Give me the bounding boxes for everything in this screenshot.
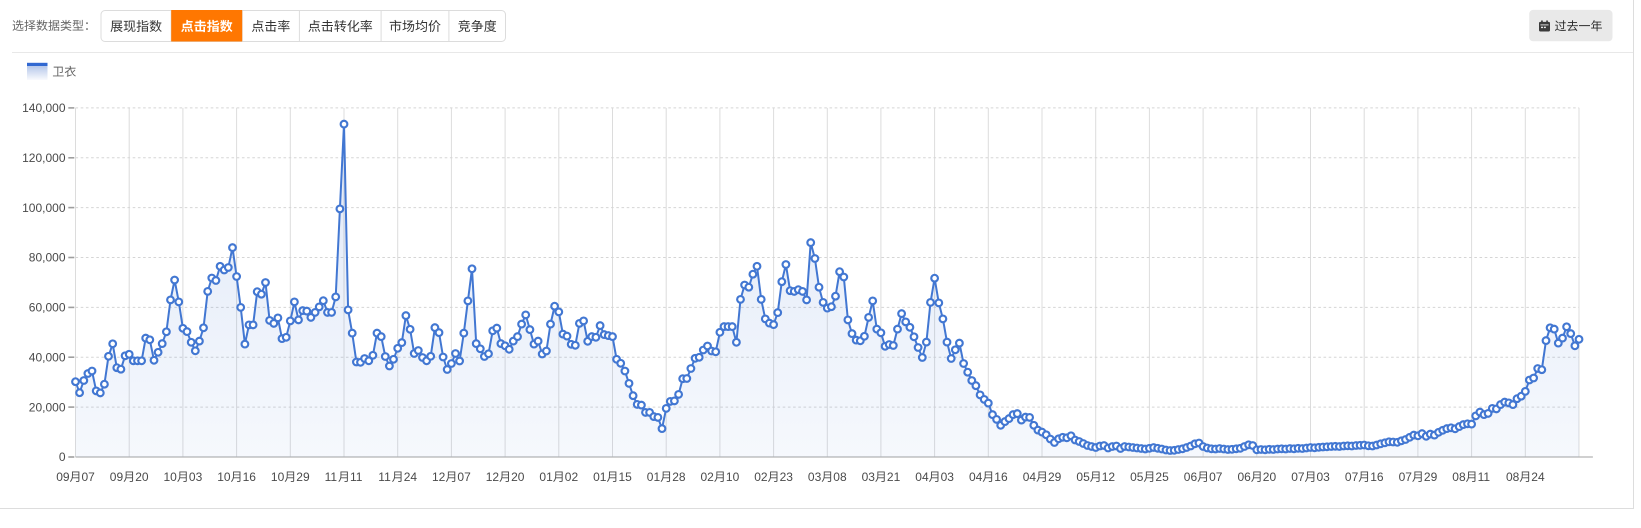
svg-text:80,000: 80,000	[29, 251, 66, 265]
svg-text:01: 01	[647, 470, 661, 484]
svg-text:03: 03	[1317, 470, 1331, 484]
svg-text:03: 03	[941, 470, 955, 484]
svg-text:60,000: 60,000	[29, 301, 66, 315]
svg-text:07: 07	[1291, 470, 1305, 484]
svg-text:05: 05	[1076, 470, 1090, 484]
svg-text:07: 07	[1209, 470, 1223, 484]
svg-text:02: 02	[754, 470, 768, 484]
svg-text:20: 20	[511, 470, 525, 484]
svg-text:08: 08	[1452, 470, 1466, 484]
svg-text:11: 11	[350, 470, 363, 484]
svg-text:01: 01	[539, 470, 553, 484]
svg-text:10: 10	[217, 470, 231, 484]
svg-text:03: 03	[189, 470, 203, 484]
svg-text:21: 21	[887, 470, 901, 484]
svg-text:08: 08	[1506, 470, 1520, 484]
svg-text:16: 16	[1370, 470, 1384, 484]
svg-text:10: 10	[271, 470, 285, 484]
svg-text:04: 04	[915, 470, 929, 484]
svg-text:10: 10	[726, 470, 740, 484]
svg-text:03: 03	[808, 470, 822, 484]
svg-text:11: 11	[325, 470, 338, 484]
svg-text:07: 07	[457, 470, 471, 484]
svg-text:20: 20	[1263, 470, 1277, 484]
svg-text:16: 16	[243, 470, 257, 484]
svg-text:05: 05	[1130, 470, 1144, 484]
svg-text:02: 02	[565, 470, 579, 484]
svg-text:24: 24	[404, 470, 418, 484]
svg-text:0: 0	[59, 450, 66, 464]
svg-text:23: 23	[780, 470, 794, 484]
svg-text:03: 03	[862, 470, 876, 484]
svg-text:12: 12	[1102, 470, 1116, 484]
svg-text:10: 10	[164, 470, 178, 484]
svg-text:100,000: 100,000	[22, 201, 66, 215]
svg-text:08: 08	[833, 470, 847, 484]
svg-text:120,000: 120,000	[22, 151, 66, 165]
svg-text:29: 29	[1048, 470, 1062, 484]
svg-text:16: 16	[994, 470, 1008, 484]
svg-text:29: 29	[1424, 470, 1438, 484]
svg-text:04: 04	[1023, 470, 1037, 484]
svg-text:09: 09	[56, 470, 70, 484]
svg-text:06: 06	[1238, 470, 1252, 484]
svg-text:12: 12	[486, 470, 500, 484]
svg-text:40,000: 40,000	[29, 350, 66, 364]
svg-text:15: 15	[619, 470, 633, 484]
svg-text:20: 20	[135, 470, 149, 484]
svg-text:20,000: 20,000	[29, 400, 66, 414]
svg-text:140,000: 140,000	[22, 101, 66, 115]
svg-text:11: 11	[378, 470, 391, 484]
svg-text:25: 25	[1155, 470, 1169, 484]
svg-text:11: 11	[1478, 470, 1491, 484]
svg-text:01: 01	[593, 470, 607, 484]
svg-text:04: 04	[969, 470, 983, 484]
svg-text:28: 28	[672, 470, 686, 484]
svg-text:02: 02	[701, 470, 715, 484]
svg-text:24: 24	[1531, 470, 1545, 484]
svg-text:12: 12	[432, 470, 446, 484]
svg-text:07: 07	[82, 470, 96, 484]
svg-text:07: 07	[1399, 470, 1413, 484]
svg-text:09: 09	[110, 470, 124, 484]
svg-text:06: 06	[1184, 470, 1198, 484]
svg-text:07: 07	[1345, 470, 1359, 484]
svg-text:29: 29	[296, 470, 310, 484]
